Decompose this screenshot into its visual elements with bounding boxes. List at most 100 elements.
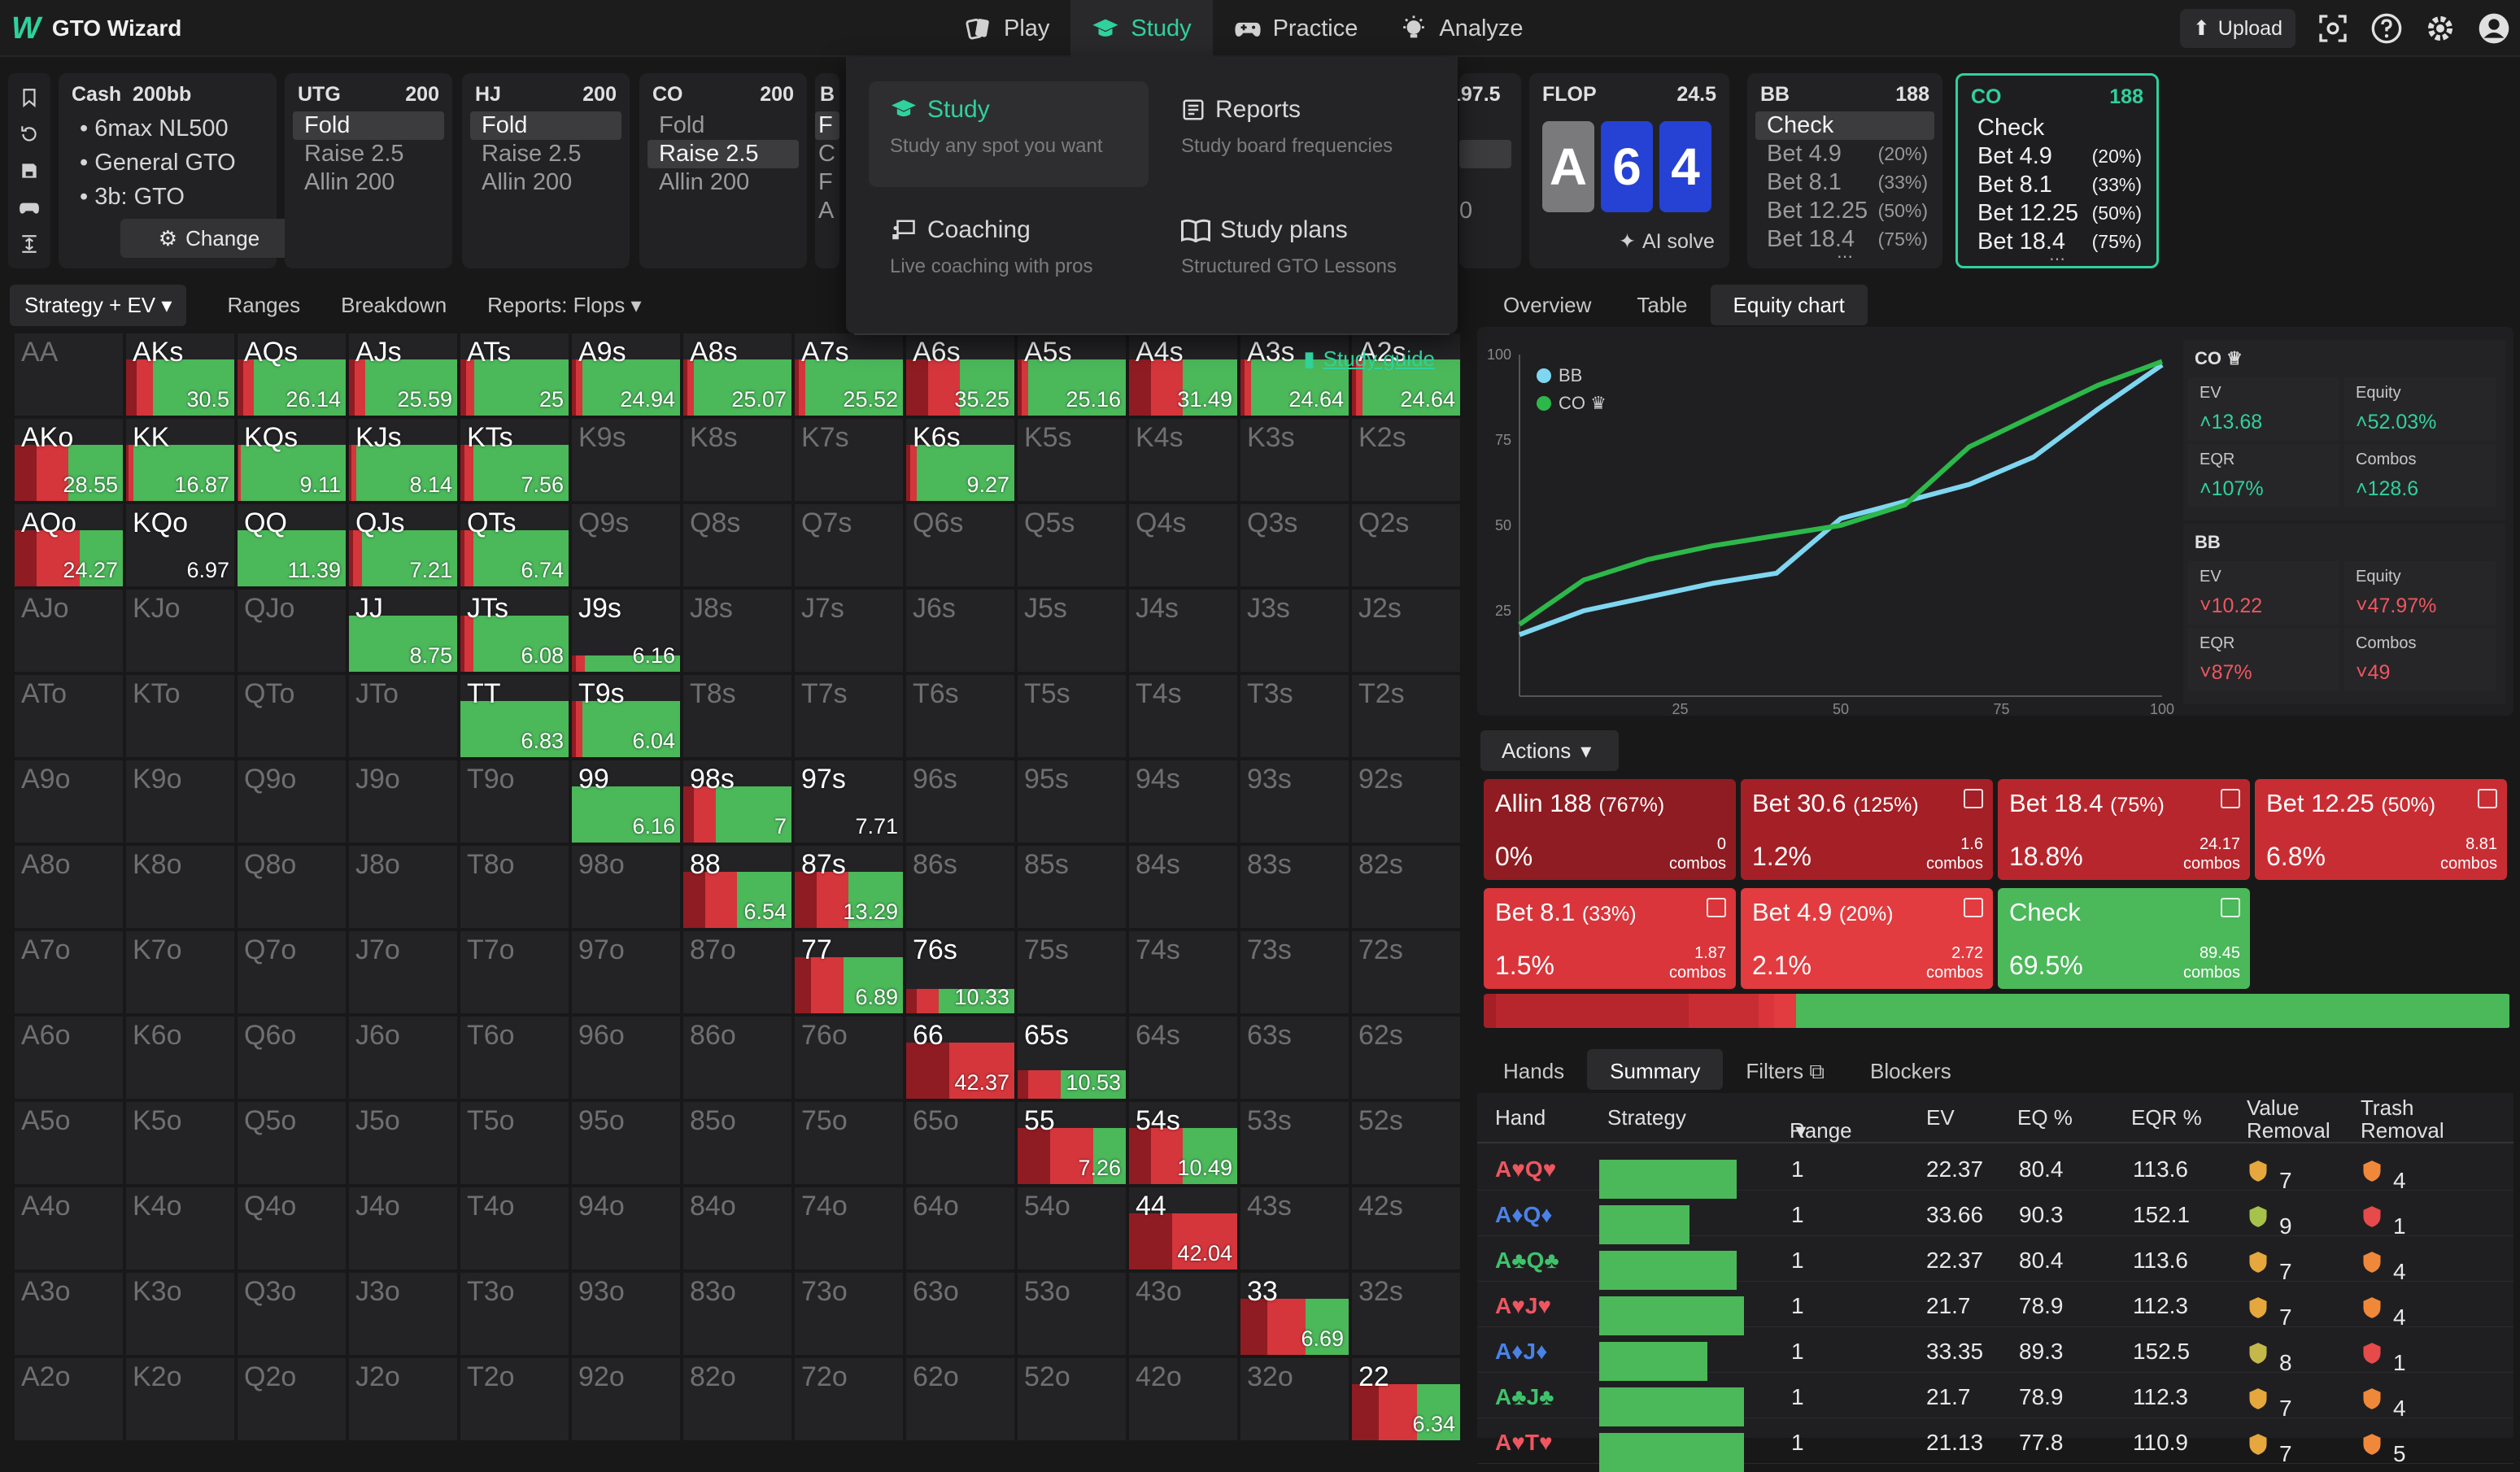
action-option[interactable]: Allin 200: [659, 169, 750, 195]
hand-cell-76o[interactable]: 76o: [795, 1017, 903, 1099]
hand-cell-73s[interactable]: 73s: [1240, 931, 1349, 1013]
column-header[interactable]: EQR %: [2131, 1105, 2202, 1130]
hand-cell-kqs[interactable]: 9.11 KQs: [238, 419, 346, 501]
hand-cell-a3o[interactable]: A3o: [15, 1273, 123, 1355]
tab-reports-flops[interactable]: Reports: Flops ▾: [487, 293, 641, 318]
action-option[interactable]: Bet 12.25 (50%): [1966, 199, 2148, 228]
hand-cell-a9o[interactable]: A9o: [15, 760, 123, 843]
action-card-check[interactable]: Check 69.5% 89.45 combos: [1998, 888, 2250, 989]
hand-cell-t7o[interactable]: T7o: [460, 931, 569, 1013]
hand-cell-j9s[interactable]: 6.16 J9s: [572, 590, 680, 672]
hand-cell-kts[interactable]: 7.56 KTs: [460, 419, 569, 501]
menu-item-reports[interactable]: Reports Study board frequencies: [1160, 81, 1440, 187]
action-option[interactable]: Allin 200: [482, 169, 573, 195]
hand-cell-53s[interactable]: 53s: [1240, 1102, 1349, 1184]
column-header[interactable]: Strategy: [1607, 1105, 1686, 1130]
action-card-bet-12-25[interactable]: Bet 12.25 (50%) 6.8% 8.81 combos: [2255, 779, 2507, 880]
action-option[interactable]: Raise 2.5: [647, 140, 799, 168]
hand-cell-kjs[interactable]: 8.14 KJs: [349, 419, 457, 501]
hand-cell-t4o[interactable]: T4o: [460, 1187, 569, 1269]
hand-cell-q7s[interactable]: Q7s: [795, 504, 903, 586]
hand-cell-t2s[interactable]: T2s: [1352, 675, 1460, 757]
hand-cell-a3s[interactable]: 24.64 A3s: [1240, 333, 1349, 416]
hand-cell-k4o[interactable]: K4o: [126, 1187, 234, 1269]
hand-cell-75s[interactable]: 75s: [1018, 931, 1126, 1013]
hand-cell-92o[interactable]: 92o: [572, 1358, 680, 1440]
hand-cell-ako[interactable]: 28.55 AKo: [15, 419, 123, 501]
hand-cell-a6o[interactable]: A6o: [15, 1017, 123, 1099]
help-icon[interactable]: [2370, 12, 2403, 45]
hand-cell-q3s[interactable]: Q3s: [1240, 504, 1349, 586]
hand-cell-98o[interactable]: 98o: [572, 846, 680, 928]
hand-cell-q9s[interactable]: Q9s: [572, 504, 680, 586]
hand-cell-95o[interactable]: 95o: [572, 1102, 680, 1184]
hand-cell-85s[interactable]: 85s: [1018, 846, 1126, 928]
hand-cell-33[interactable]: 6.69 33: [1240, 1273, 1349, 1355]
hand-cell-j5o[interactable]: J5o: [349, 1102, 457, 1184]
hand-cell-q4o[interactable]: Q4o: [238, 1187, 346, 1269]
hand-cell-k8s[interactable]: K8s: [683, 419, 791, 501]
action-option[interactable]: Bet 18.4 (75%): [1755, 225, 1934, 254]
action-option[interactable]: Raise 2.5: [482, 141, 582, 167]
nav-tab-practice[interactable]: Practice: [1213, 0, 1380, 57]
hand-cell-a8s[interactable]: 25.07 A8s: [683, 333, 791, 416]
hand-cell-44[interactable]: 42.04 44: [1129, 1187, 1237, 1269]
hand-cell-q4s[interactable]: Q4s: [1129, 504, 1237, 586]
reset-icon[interactable]: [19, 124, 40, 145]
save-icon[interactable]: [19, 160, 40, 181]
hand-cell-t5o[interactable]: T5o: [460, 1102, 569, 1184]
nav-tab-study[interactable]: Study: [1070, 0, 1213, 57]
hand-cell-84o[interactable]: 84o: [683, 1187, 791, 1269]
hand-cell-t7s[interactable]: T7s: [795, 675, 903, 757]
hand-cell-j4s[interactable]: J4s: [1129, 590, 1237, 672]
action-option[interactable]: Fold: [470, 111, 621, 140]
action-option[interactable]: Bet 12.25 (50%): [1755, 197, 1934, 225]
nav-tab-analyze[interactable]: Analyze: [1379, 0, 1544, 57]
hand-cell-94o[interactable]: 94o: [572, 1187, 680, 1269]
hand-cell-66[interactable]: 42.37 66: [906, 1017, 1014, 1099]
hand-cell-ato[interactable]: ATo: [15, 675, 123, 757]
action-option[interactable]: Bet 8.1 (33%): [1966, 171, 2148, 199]
action-option[interactable]: Bet 18.4 (75%): [1966, 228, 2148, 256]
action-card-bet-18-4[interactable]: Bet 18.4 (75%) 18.8% 24.17 combos: [1998, 779, 2250, 880]
hand-cell-93o[interactable]: 93o: [572, 1273, 680, 1355]
column-header[interactable]: Value Removal: [2247, 1095, 2330, 1143]
hand-cell-92s[interactable]: 92s: [1352, 760, 1460, 843]
hand-cell-32s[interactable]: 32s: [1352, 1273, 1460, 1355]
tab-strategy-ev[interactable]: Strategy + EV ▾: [10, 284, 187, 326]
position-card-bb[interactable]: BB 188 Check Bet 4.9 (20%) Bet 8.1 (33%) Bet 12…: [1747, 73, 1942, 268]
hand-cell-t6o[interactable]: T6o: [460, 1017, 569, 1099]
hand-cell-jj[interactable]: 8.75 JJ: [349, 590, 457, 672]
expand-icon[interactable]: [19, 233, 40, 255]
action-option[interactable]: Check: [1966, 114, 2148, 142]
action-option[interactable]: Check: [1755, 111, 1934, 140]
hand-cell-83o[interactable]: 83o: [683, 1273, 791, 1355]
hand-cell-aks[interactable]: 30.5 AKs: [126, 333, 234, 416]
hand-cell-qjo[interactable]: QJo: [238, 590, 346, 672]
hand-cell-a7o[interactable]: A7o: [15, 931, 123, 1013]
hand-cell-98s[interactable]: 7 98s: [683, 760, 791, 843]
tab-summary[interactable]: Summary: [1587, 1049, 1724, 1090]
column-header[interactable]: EQ %: [2017, 1105, 2073, 1130]
hand-cell-j7s[interactable]: J7s: [795, 590, 903, 672]
hand-cell-76s[interactable]: 10.33 76s: [906, 931, 1014, 1013]
action-option[interactable]: Bet 8.1 (33%): [1755, 168, 1934, 197]
hand-cell-84s[interactable]: 84s: [1129, 846, 1237, 928]
report-icon[interactable]: [1707, 898, 1726, 917]
report-icon[interactable]: [1964, 789, 1983, 808]
hand-cell-t2o[interactable]: T2o: [460, 1358, 569, 1440]
hand-cell-aqs[interactable]: 26.14 AQs: [238, 333, 346, 416]
hand-cell-k6o[interactable]: K6o: [126, 1017, 234, 1099]
nav-tab-play[interactable]: Play: [944, 0, 1070, 57]
ai-solve-button[interactable]: ✦ AI solve: [1619, 229, 1715, 254]
column-header[interactable]: EV: [1926, 1105, 1955, 1130]
hand-cell-ajs[interactable]: 25.59 AJs: [349, 333, 457, 416]
hand-cell-a6s[interactable]: 35.25 A6s: [906, 333, 1014, 416]
hand-cell-52o[interactable]: 52o: [1018, 1358, 1126, 1440]
hand-cell-a5s[interactable]: 25.16 A5s: [1018, 333, 1126, 416]
table-row[interactable]: A♣Q♣ 1 22.37 80.4 113.6 7 4: [1477, 1236, 2513, 1290]
hand-cell-j5s[interactable]: J5s: [1018, 590, 1126, 672]
report-icon[interactable]: [2221, 898, 2240, 917]
position-card-utg[interactable]: UTG 200 Fold Raise 2.5 Allin 200: [285, 73, 452, 268]
hand-cell-82s[interactable]: 82s: [1352, 846, 1460, 928]
